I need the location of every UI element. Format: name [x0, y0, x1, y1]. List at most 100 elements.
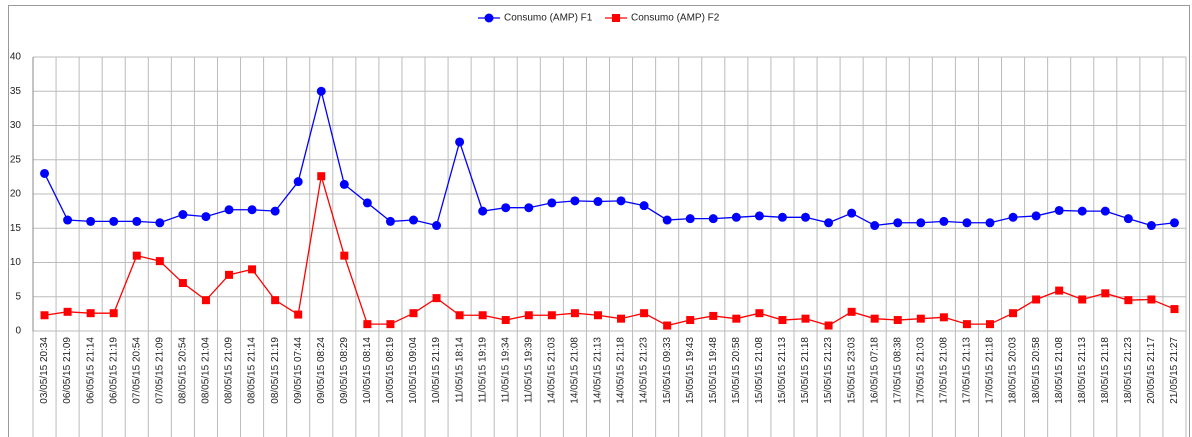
point — [847, 307, 856, 316]
point — [247, 205, 257, 215]
point — [1032, 295, 1041, 304]
y-tick-label: 30 — [10, 120, 22, 131]
y-tick-label: 20 — [10, 189, 22, 200]
x-tick-label: 11/05/15 19:39 — [523, 337, 534, 403]
point — [363, 320, 372, 329]
y-tick-label: 5 — [15, 291, 21, 302]
x-tick-label: 09/05/15 08:29 — [339, 337, 350, 404]
x-tick-label: 15/05/15 19:43 — [685, 337, 696, 404]
point — [109, 216, 119, 226]
point — [732, 314, 741, 323]
point — [201, 212, 211, 222]
x-tick-label: 10/05/15 08:14 — [362, 337, 373, 404]
x-tick-label: 17/05/15 08:38 — [892, 337, 903, 404]
point — [1169, 218, 1179, 228]
point — [662, 215, 672, 225]
point — [547, 198, 557, 208]
point — [316, 86, 326, 96]
x-tick-label: 08/05/15 21:09 — [224, 337, 235, 404]
x-tick-label: 14/05/15 21:23 — [639, 337, 650, 404]
x-tick-label: 15/05/15 20:58 — [731, 337, 742, 404]
point — [916, 314, 925, 323]
point — [109, 309, 118, 318]
x-tick-label: 14/05/15 21:03 — [546, 337, 557, 404]
y-tick-label: 0 — [15, 326, 21, 337]
point — [524, 311, 533, 320]
point — [547, 311, 556, 320]
point — [362, 198, 372, 208]
point — [962, 320, 971, 329]
point — [293, 177, 303, 187]
x-tick-label: 08/05/15 21:14 — [247, 337, 258, 404]
x-tick-label: 15/05/15 23:03 — [846, 337, 857, 404]
point — [1009, 309, 1018, 318]
point — [40, 311, 49, 320]
point — [1054, 205, 1064, 215]
x-tick-label: 10/05/15 09:04 — [408, 337, 419, 404]
x-tick-label: 15/05/15 21:18 — [800, 337, 811, 404]
point — [1101, 289, 1110, 298]
x-tick-label: 03/05/15 20:34 — [39, 337, 50, 404]
y-tick-label: 40 — [10, 52, 22, 63]
chart-border — [8, 5, 1190, 437]
point — [432, 221, 442, 231]
x-tick-label: 16/05/15 07:18 — [869, 337, 880, 404]
legend-marker — [612, 14, 620, 22]
point — [455, 137, 465, 147]
x-tick-label: 18/05/15 20:03 — [1008, 337, 1019, 404]
point — [893, 316, 902, 325]
x-tick-label: 08/05/15 21:04 — [201, 337, 212, 404]
point — [709, 311, 718, 320]
point — [985, 320, 994, 329]
point — [824, 218, 834, 228]
point — [686, 316, 695, 325]
point — [962, 218, 972, 228]
x-tick-label: 17/05/15 21:08 — [939, 337, 950, 404]
point — [593, 311, 602, 320]
x-tick-label: 20/05/15 21:17 — [1146, 337, 1157, 404]
x-tick-label: 15/05/15 09:33 — [662, 337, 673, 404]
x-tick-label: 08/05/15 21:19 — [270, 337, 281, 404]
point — [939, 216, 949, 226]
point — [801, 212, 811, 222]
x-tick-label: 21/05/15 21:27 — [1169, 337, 1180, 404]
point — [408, 215, 418, 225]
point — [178, 210, 188, 220]
point — [570, 196, 580, 206]
point — [178, 279, 187, 288]
x-tick-label: 06/05/15 21:09 — [62, 337, 73, 404]
point — [570, 309, 579, 318]
legend-label: Consumo (AMP) F1 — [504, 13, 593, 24]
x-tick-label: 15/05/15 21:13 — [777, 337, 788, 404]
point — [893, 218, 903, 228]
x-tick-label: 09/05/15 07:44 — [293, 337, 304, 404]
x-tick-label: 06/05/15 21:14 — [85, 337, 96, 404]
point — [1077, 206, 1087, 216]
point — [1124, 296, 1133, 305]
x-tick-label: 18/05/15 21:23 — [1123, 337, 1134, 404]
point — [478, 206, 488, 216]
x-tick-label: 18/05/15 20:58 — [1031, 337, 1042, 404]
x-tick-label: 11/05/15 19:34 — [500, 337, 511, 403]
x-tick-label: 17/05/15 21:18 — [985, 337, 996, 404]
point — [870, 314, 879, 323]
point — [778, 316, 787, 325]
point — [86, 216, 96, 226]
point — [225, 270, 234, 279]
x-tick-label: 18/05/15 21:18 — [1100, 337, 1111, 404]
point — [1055, 286, 1064, 295]
point — [409, 309, 418, 318]
point — [501, 203, 511, 213]
point — [777, 212, 787, 222]
point — [86, 309, 95, 318]
x-tick-label: 07/05/15 21:09 — [154, 337, 165, 404]
x-tick-label: 10/05/15 21:19 — [431, 337, 442, 404]
point — [639, 201, 649, 211]
point — [685, 214, 695, 224]
point — [155, 257, 164, 266]
x-tick-label: 18/05/15 21:08 — [1054, 337, 1065, 404]
point — [294, 310, 303, 319]
point — [801, 314, 810, 323]
point — [40, 168, 50, 178]
